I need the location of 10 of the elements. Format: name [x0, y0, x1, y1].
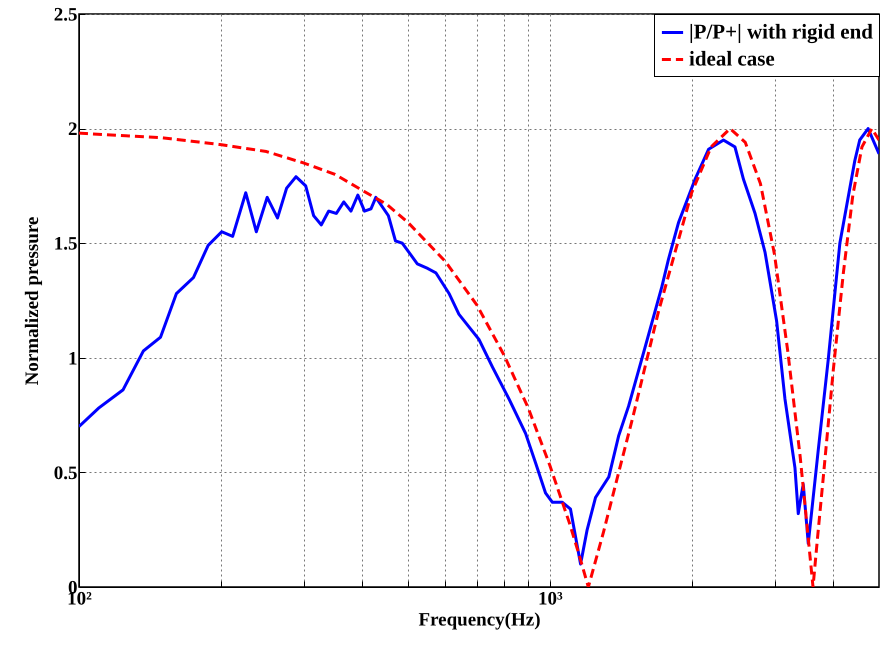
- y-tick-label: 1: [68, 348, 78, 370]
- y-axis-title: Normalized pressure: [22, 216, 43, 386]
- x-axis-title: Frequency(Hz): [418, 610, 541, 630]
- y-tick-label: 0.5: [54, 462, 78, 484]
- legend-label: ideal case: [689, 46, 775, 70]
- y-tick-label: 1.5: [54, 234, 78, 255]
- x-tick-label: 10³: [538, 588, 564, 610]
- legend-label: |P/P+| with rigid end: [689, 20, 874, 44]
- y-tick-label: 2.5: [54, 4, 78, 26]
- y-tick-label: 2: [68, 119, 78, 140]
